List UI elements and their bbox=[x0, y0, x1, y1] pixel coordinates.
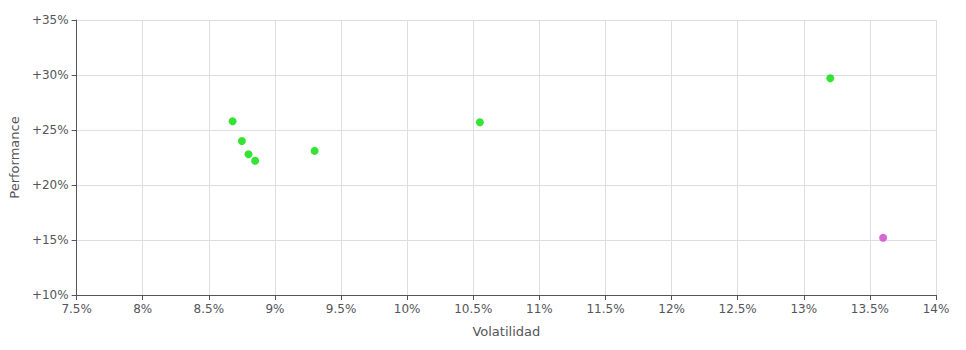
svg-text:+35%: +35% bbox=[32, 13, 69, 27]
svg-text:9.5%: 9.5% bbox=[326, 302, 357, 316]
svg-text:+10%: +10% bbox=[32, 288, 69, 302]
svg-text:14%: 14% bbox=[923, 302, 950, 316]
svg-text:13%: 13% bbox=[790, 302, 817, 316]
svg-text:13.5%: 13.5% bbox=[851, 302, 889, 316]
svg-text:9%: 9% bbox=[265, 302, 284, 316]
svg-text:10%: 10% bbox=[394, 302, 421, 316]
svg-text:12.5%: 12.5% bbox=[719, 302, 757, 316]
svg-text:7.5%: 7.5% bbox=[61, 302, 92, 316]
svg-text:8.5%: 8.5% bbox=[194, 302, 225, 316]
svg-text:+30%: +30% bbox=[32, 68, 69, 82]
svg-text:+25%: +25% bbox=[32, 123, 69, 137]
svg-text:Volatilidad: Volatilidad bbox=[472, 324, 540, 339]
svg-text:+20%: +20% bbox=[32, 178, 69, 192]
svg-text:8%: 8% bbox=[133, 302, 152, 316]
svg-text:+15%: +15% bbox=[32, 233, 69, 247]
svg-text:Performance: Performance bbox=[7, 116, 22, 198]
svg-text:12%: 12% bbox=[658, 302, 685, 316]
svg-text:11.5%: 11.5% bbox=[586, 302, 624, 316]
svg-text:11%: 11% bbox=[526, 302, 553, 316]
svg-text:10.5%: 10.5% bbox=[454, 302, 492, 316]
